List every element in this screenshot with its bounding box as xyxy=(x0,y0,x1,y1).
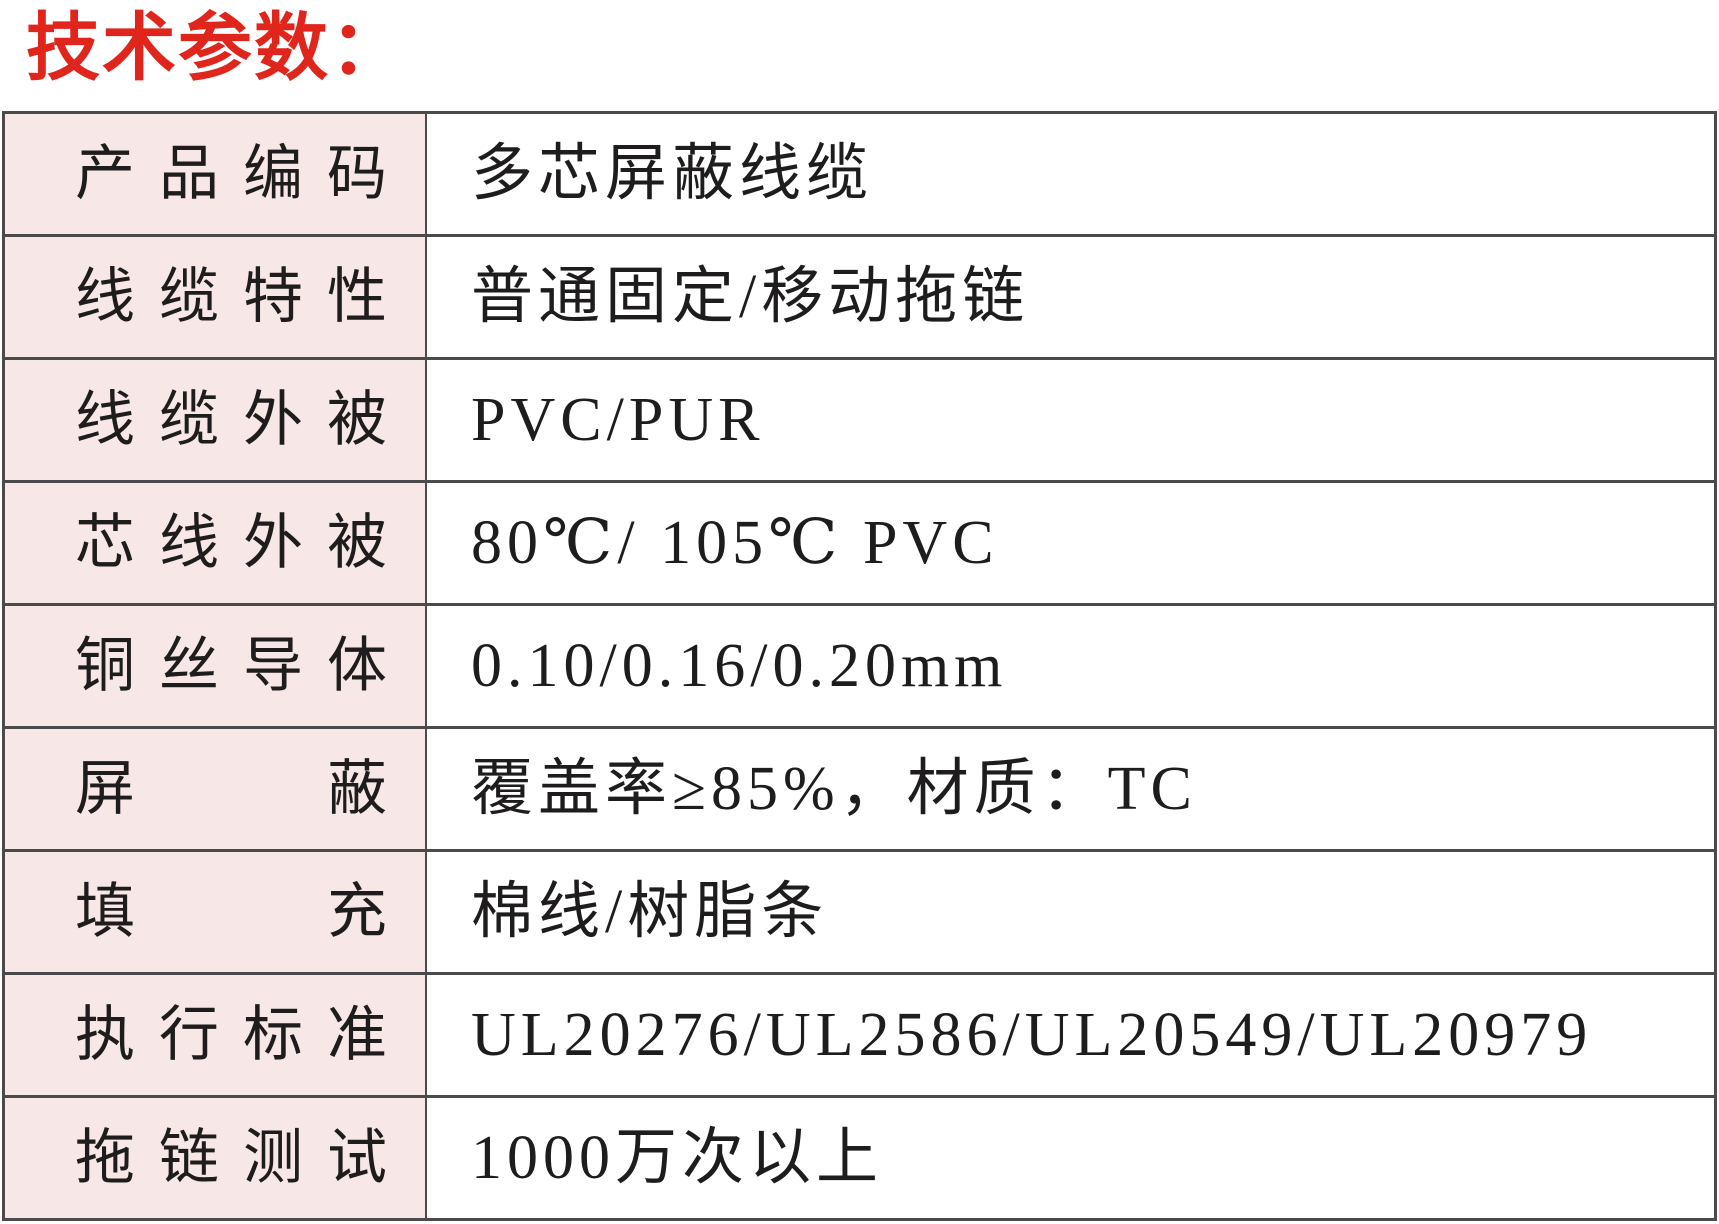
row-label: 芯线外被 xyxy=(75,510,387,576)
row-label: 屏蔽 xyxy=(75,756,387,822)
row-value-cell: 1000万次以上 xyxy=(427,1098,1714,1218)
row-value: 0.10/0.16/0.20mm xyxy=(471,631,1008,700)
row-value: 1000万次以上 xyxy=(471,1123,884,1192)
table-row-copper-conductor: 铜丝导体 0.10/0.16/0.20mm xyxy=(5,603,1714,726)
row-label: 线缆外被 xyxy=(75,387,387,453)
row-label: 铜丝导体 xyxy=(75,633,387,699)
row-value-cell: PVC/PUR xyxy=(427,360,1714,480)
row-label-cell: 执行标准 xyxy=(5,975,427,1095)
row-label-cell: 拖链测试 xyxy=(5,1098,427,1218)
spec-table: 产品编码 多芯屏蔽线缆 线缆特性 普通固定/移动拖链 线缆外被 PVC/PUR xyxy=(2,111,1717,1221)
row-value: 普通固定/移动拖链 xyxy=(471,262,1030,331)
row-value: 多芯屏蔽线缆 xyxy=(471,139,874,208)
row-label-cell: 填充 xyxy=(5,852,427,972)
row-label: 拖链测试 xyxy=(75,1125,387,1191)
row-value-cell: 0.10/0.16/0.20mm xyxy=(427,606,1714,726)
table-row-cable-characteristic: 线缆特性 普通固定/移动拖链 xyxy=(5,234,1714,357)
table-row-cable-jacket: 线缆外被 PVC/PUR xyxy=(5,357,1714,480)
table-row-standards: 执行标准 UL20276/UL2586/UL20549/UL20979 xyxy=(5,972,1714,1095)
row-label-cell: 线缆外被 xyxy=(5,360,427,480)
row-value-cell: UL20276/UL2586/UL20549/UL20979 xyxy=(427,975,1714,1095)
row-value-cell: 普通固定/移动拖链 xyxy=(427,237,1714,357)
row-value: 覆盖率≥85%，材质：TC xyxy=(471,754,1197,823)
row-value-cell: 棉线/树脂条 xyxy=(427,852,1714,972)
row-value: UL20276/UL2586/UL20549/UL20979 xyxy=(471,1000,1593,1069)
table-row-product-code: 产品编码 多芯屏蔽线缆 xyxy=(5,114,1714,234)
row-value: 80℃/ 105℃ PVC xyxy=(471,508,999,577)
table-row-shielding: 屏蔽 覆盖率≥85%，材质：TC xyxy=(5,726,1714,849)
row-value: PVC/PUR xyxy=(471,385,765,454)
table-row-filler: 填充 棉线/树脂条 xyxy=(5,849,1714,972)
row-label: 填充 xyxy=(75,879,387,945)
row-label-cell: 铜丝导体 xyxy=(5,606,427,726)
table-row-drag-chain-test: 拖链测试 1000万次以上 xyxy=(5,1095,1714,1218)
row-label: 执行标准 xyxy=(75,1002,387,1068)
row-label-cell: 屏蔽 xyxy=(5,729,427,849)
row-label-cell: 产品编码 xyxy=(5,114,427,234)
row-label-cell: 线缆特性 xyxy=(5,237,427,357)
page-title: 技术参数： xyxy=(26,8,406,90)
table-row-core-jacket: 芯线外被 80℃/ 105℃ PVC xyxy=(5,480,1714,603)
row-label-cell: 芯线外被 xyxy=(5,483,427,603)
row-value: 棉线/树脂条 xyxy=(471,877,829,946)
row-label: 产品编码 xyxy=(75,141,387,207)
row-label: 线缆特性 xyxy=(75,264,387,330)
row-value-cell: 覆盖率≥85%，材质：TC xyxy=(427,729,1714,849)
row-value-cell: 多芯屏蔽线缆 xyxy=(427,114,1714,234)
row-value-cell: 80℃/ 105℃ PVC xyxy=(427,483,1714,603)
